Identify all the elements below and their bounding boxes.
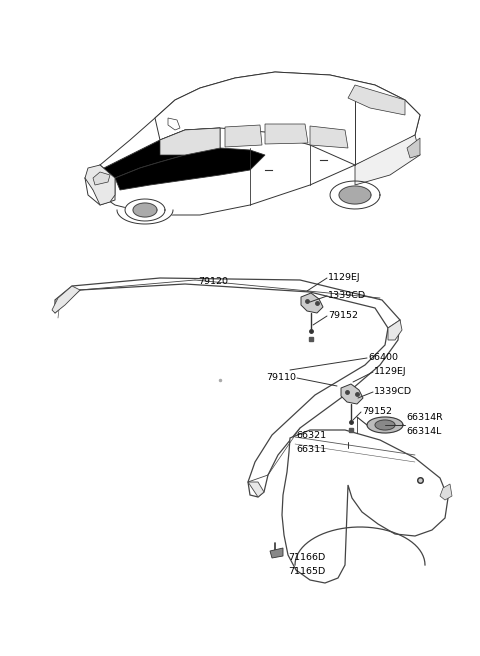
Polygon shape <box>341 384 363 404</box>
Polygon shape <box>248 482 264 497</box>
Polygon shape <box>388 320 402 340</box>
Text: 66314L: 66314L <box>406 428 442 436</box>
Polygon shape <box>160 128 220 155</box>
Polygon shape <box>301 293 323 313</box>
Text: 1129EJ: 1129EJ <box>328 274 360 283</box>
Polygon shape <box>155 72 420 165</box>
Polygon shape <box>125 199 165 221</box>
Polygon shape <box>52 286 80 313</box>
Text: 79152: 79152 <box>328 312 358 321</box>
Text: 66400: 66400 <box>368 354 398 363</box>
Text: 71166D: 71166D <box>288 554 325 562</box>
Polygon shape <box>348 85 405 115</box>
Polygon shape <box>330 181 380 209</box>
Polygon shape <box>117 210 173 224</box>
Text: 79152: 79152 <box>362 407 392 417</box>
Polygon shape <box>339 186 371 204</box>
Text: 1339CD: 1339CD <box>328 291 366 300</box>
Polygon shape <box>407 138 420 158</box>
Polygon shape <box>168 118 180 130</box>
Polygon shape <box>367 417 403 433</box>
Text: 66311: 66311 <box>296 445 326 453</box>
Polygon shape <box>133 203 157 217</box>
Polygon shape <box>55 278 400 497</box>
Text: 66321: 66321 <box>296 430 326 440</box>
Polygon shape <box>282 430 448 583</box>
Text: 1339CD: 1339CD <box>374 388 412 396</box>
Text: 1129EJ: 1129EJ <box>374 367 407 377</box>
Polygon shape <box>85 165 115 205</box>
Polygon shape <box>85 72 420 215</box>
Polygon shape <box>440 484 452 500</box>
Polygon shape <box>85 165 115 205</box>
Text: 79120: 79120 <box>198 277 228 287</box>
Polygon shape <box>310 126 348 148</box>
Polygon shape <box>270 548 283 558</box>
Text: 79110: 79110 <box>266 373 296 382</box>
Polygon shape <box>375 420 395 430</box>
Text: 71165D: 71165D <box>288 567 325 577</box>
Polygon shape <box>265 124 308 144</box>
Polygon shape <box>225 125 262 147</box>
Text: 66314R: 66314R <box>406 413 443 422</box>
Polygon shape <box>115 148 265 190</box>
Polygon shape <box>355 135 420 185</box>
Polygon shape <box>93 172 110 185</box>
Polygon shape <box>93 128 220 190</box>
